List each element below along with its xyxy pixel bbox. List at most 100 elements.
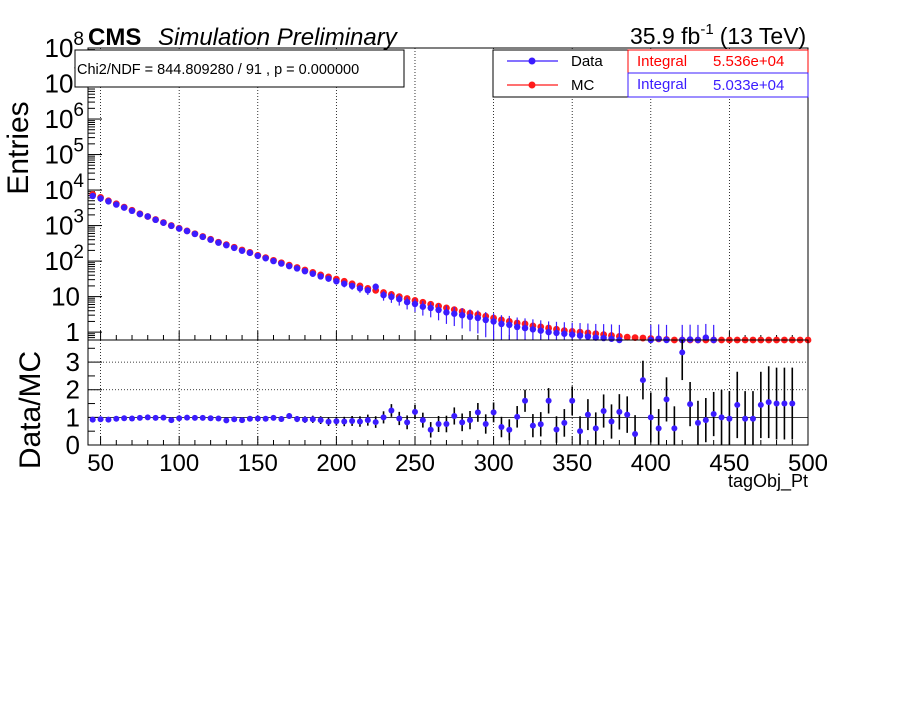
- ratio-point: [734, 401, 741, 408]
- data-point: [262, 255, 269, 262]
- data-point: [506, 321, 513, 329]
- data-point: [144, 213, 151, 220]
- data-point: [246, 249, 254, 257]
- experiment-label: CMS: [88, 24, 141, 51]
- ratio-point: [113, 415, 120, 422]
- ratio-point: [176, 415, 183, 422]
- ratio-point: [129, 415, 136, 422]
- stats-box-text: Chi2/NDF = 844.809280 / 91 , p = 0.00000…: [77, 62, 359, 78]
- ratio-point: [317, 417, 324, 424]
- ratio-point: [262, 415, 269, 422]
- ratio-point: [608, 418, 615, 425]
- ratio-point: [498, 424, 505, 431]
- ratio-y-tick-label: 2: [66, 375, 80, 405]
- main-y-axis-title: Entries: [2, 101, 35, 194]
- mc-point: [631, 334, 639, 342]
- data-point: [537, 327, 544, 334]
- ratio-point: [545, 397, 552, 404]
- ratio-point: [388, 407, 395, 414]
- data-point: [215, 239, 222, 246]
- ratio-point: [710, 411, 717, 418]
- data-point: [443, 309, 450, 316]
- ratio-point: [459, 419, 466, 426]
- data-point: [356, 285, 364, 292]
- ratio-point: [254, 415, 261, 422]
- ratio-point: [702, 417, 709, 424]
- data-point: [576, 332, 584, 339]
- x-tick-label: 400: [631, 450, 671, 477]
- ratio-y-tick-label: 0: [66, 430, 80, 460]
- integral-value-mc: 5.536e+04: [713, 53, 784, 70]
- ratio-point: [451, 412, 458, 419]
- x-tick-label: 200: [316, 450, 356, 477]
- ratio-point: [482, 421, 489, 427]
- ratio-y-axis-title: Data/MC: [14, 351, 47, 469]
- data-point: [419, 303, 427, 310]
- x-tick-label: 350: [552, 450, 592, 477]
- data-point: [348, 282, 356, 290]
- data-point: [89, 192, 96, 200]
- data-point: [270, 257, 277, 265]
- data-point: [120, 204, 128, 211]
- ratio-point: [474, 409, 481, 416]
- ratio-point: [278, 416, 285, 423]
- data-point: [152, 216, 159, 224]
- legend-entry-data: Data: [507, 53, 603, 70]
- data-point: [183, 227, 191, 235]
- ratio-point: [757, 401, 764, 408]
- y-tick-label: 105: [45, 136, 85, 170]
- ratio-point: [184, 414, 191, 421]
- ratio-point: [718, 414, 725, 421]
- ratio-plot-border: [87, 339, 809, 446]
- data-point: [490, 318, 497, 325]
- ratio-point: [333, 418, 340, 425]
- ratio-point: [231, 416, 238, 423]
- mc-series: [89, 191, 812, 344]
- ratio-plot-x-tick-labels: 50 100 150 200 250 300 350 400 450 500: [87, 450, 828, 477]
- ratio-point: [655, 425, 662, 432]
- data-point: [435, 306, 442, 314]
- stats-box: [74, 49, 405, 88]
- ratio-point: [411, 408, 418, 415]
- data-point: [451, 310, 458, 317]
- ratio-point: [624, 411, 631, 418]
- ratio-point: [592, 425, 599, 432]
- x-tick-label: 500: [788, 450, 828, 477]
- data-point: [380, 291, 387, 299]
- ratio-point: [639, 377, 646, 384]
- data-point: [474, 314, 482, 322]
- ratio-point: [616, 408, 623, 415]
- ratio-point: [239, 417, 246, 424]
- data-point: [207, 236, 214, 243]
- ratio-point: [679, 349, 686, 356]
- legend-entry-mc: MC: [507, 77, 594, 94]
- data-point: [278, 260, 285, 267]
- data-point: [411, 300, 419, 308]
- ratio-point: [506, 426, 513, 433]
- ratio-point: [97, 416, 104, 423]
- data-point: [254, 252, 261, 260]
- ratio-point: [380, 414, 387, 421]
- ratio-point: [309, 416, 316, 423]
- ratio-point: [207, 415, 214, 422]
- data-point: [136, 210, 144, 218]
- ratio-point: [301, 416, 308, 423]
- ratio-point: [435, 421, 442, 427]
- data-point: [584, 333, 592, 340]
- data-point: [333, 278, 340, 285]
- data-point: [168, 222, 175, 230]
- tag-label: Simulation Preliminary: [158, 24, 399, 51]
- ratio-point: [529, 422, 536, 429]
- ratio-point: [215, 415, 222, 422]
- data-point: [113, 201, 120, 208]
- data-point: [702, 334, 710, 341]
- integral-label-mc: Integral: [637, 53, 687, 70]
- data-point: [561, 330, 568, 337]
- ratio-point: [246, 415, 253, 422]
- lumi-exponent: -1: [700, 21, 713, 38]
- ratio-point: [789, 400, 796, 407]
- ratio-point: [577, 428, 584, 435]
- ratio-point: [105, 416, 112, 423]
- ratio-point: [356, 418, 363, 425]
- y-tick-label: 102: [45, 242, 85, 276]
